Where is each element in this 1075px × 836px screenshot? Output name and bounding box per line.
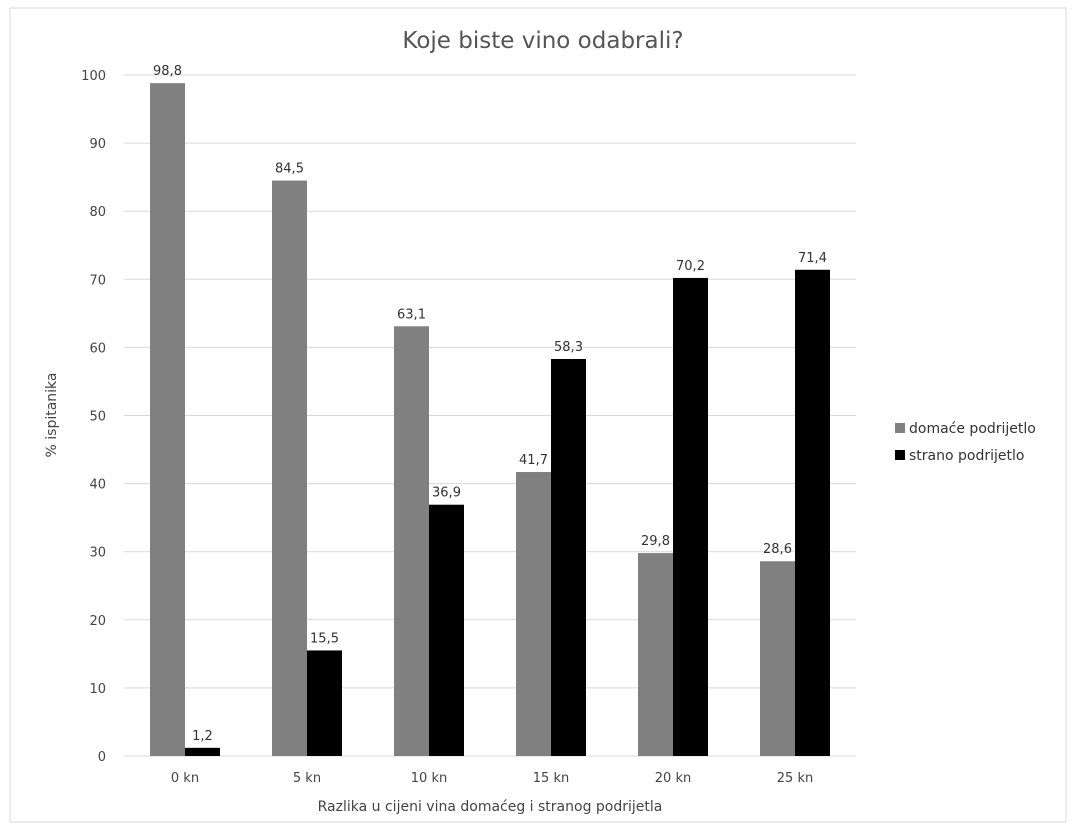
- x-tick-label: 15 kn: [533, 771, 569, 786]
- data-label: 84,5: [275, 162, 304, 177]
- data-label: 28,6: [763, 542, 792, 557]
- y-tick-label: 10: [89, 682, 106, 697]
- bars: [150, 83, 830, 756]
- data-label: 29,8: [641, 534, 670, 549]
- x-tick-label: 20 kn: [655, 771, 691, 786]
- legend-swatch: [895, 423, 905, 433]
- y-tick-label: 20: [89, 614, 106, 629]
- bar: [551, 358, 586, 756]
- y-tick-label: 40: [89, 478, 106, 493]
- bar: [760, 561, 795, 756]
- legend-swatch: [895, 450, 905, 460]
- bar: [429, 504, 464, 756]
- legend-label: strano podrijetlo: [909, 448, 1024, 464]
- data-label: 71,4: [798, 251, 827, 266]
- x-tick-label: 0 kn: [171, 771, 199, 786]
- y-tick-label: 50: [89, 410, 106, 425]
- data-label: 15,5: [310, 631, 339, 646]
- x-tick-label: 10 kn: [411, 771, 447, 786]
- bar: [307, 650, 342, 756]
- y-axis-title: % ispitanika: [44, 373, 60, 458]
- y-tick-label: 60: [89, 341, 106, 356]
- y-tick-label: 70: [89, 273, 106, 288]
- y-axis-ticks: 0 10 20 30 40 50 60 70 80 90 100: [81, 69, 106, 765]
- y-tick-label: 80: [89, 205, 106, 220]
- bar: [185, 747, 220, 756]
- x-tick-label: 25 kn: [777, 771, 813, 786]
- y-tick-label: 0: [98, 750, 106, 765]
- legend: domaće podrijetlo strano podrijetlo: [895, 421, 1036, 464]
- bar: [394, 326, 429, 756]
- x-tick-label: 5 kn: [293, 771, 321, 786]
- data-label: 1,2: [192, 729, 213, 744]
- data-labels: 98,8 1,2 84,5 15,5 63,1 36,9 41,7 58,3 29,8 70,2 2…: [153, 64, 827, 744]
- y-tick-label: 90: [89, 137, 106, 152]
- bar: [272, 180, 307, 756]
- data-label: 70,2: [676, 259, 705, 274]
- x-axis-title: Razlika u cijeni vina domaćeg i stranog …: [318, 799, 663, 815]
- data-label: 41,7: [519, 453, 548, 468]
- bar: [795, 269, 830, 756]
- y-tick-label: 100: [81, 69, 106, 84]
- data-label: 36,9: [432, 486, 461, 501]
- bar: [673, 277, 708, 756]
- legend-label: domaće podrijetlo: [909, 421, 1036, 437]
- chart-title: Koje biste vino odabrali?: [402, 28, 683, 54]
- bar: [516, 472, 551, 756]
- bar: [638, 553, 673, 756]
- x-axis-ticks: 0 kn 5 kn 10 kn 15 kn 20 kn 25 kn: [171, 771, 813, 786]
- data-label: 58,3: [554, 340, 583, 355]
- gridlines: [124, 74, 856, 757]
- y-tick-label: 30: [89, 546, 106, 561]
- bar: [150, 83, 185, 756]
- data-label: 63,1: [397, 307, 426, 322]
- data-label: 98,8: [153, 64, 182, 79]
